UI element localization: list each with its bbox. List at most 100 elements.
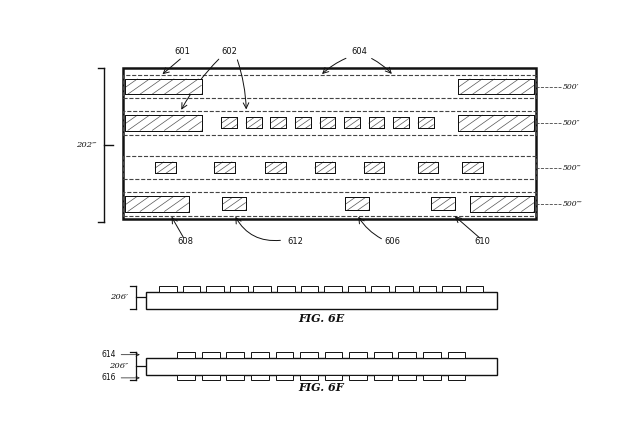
Bar (266, 162, 286, 173)
Bar (325, 375, 342, 380)
Bar (300, 375, 318, 380)
Bar (372, 285, 389, 292)
Bar (155, 162, 176, 173)
Bar (345, 197, 368, 211)
Bar (324, 285, 342, 292)
Bar (202, 353, 219, 358)
Bar (458, 115, 534, 130)
Text: FIG. 6F: FIG. 6F (298, 383, 344, 393)
Bar (431, 197, 455, 211)
Bar (126, 196, 190, 211)
Bar (270, 117, 286, 129)
Bar (124, 111, 536, 135)
Bar (146, 292, 497, 309)
Bar (126, 196, 190, 211)
Bar (155, 162, 176, 173)
Bar (226, 375, 244, 380)
Bar (126, 115, 202, 130)
Bar (214, 162, 235, 173)
Bar (418, 285, 436, 292)
Bar (277, 285, 295, 292)
Bar (364, 162, 384, 173)
Bar (202, 375, 219, 380)
Bar (320, 117, 335, 129)
Text: 606: 606 (385, 237, 401, 246)
Bar (124, 68, 536, 220)
Text: 202‴: 202‴ (76, 141, 96, 149)
Bar (398, 353, 416, 358)
Bar (442, 285, 460, 292)
Bar (295, 117, 311, 129)
Bar (423, 375, 441, 380)
Bar (206, 285, 224, 292)
Text: 206′: 206′ (110, 293, 128, 302)
Bar (221, 117, 237, 129)
Bar (344, 117, 360, 129)
Bar (395, 285, 413, 292)
Bar (159, 285, 177, 292)
Bar (214, 162, 235, 173)
Bar (266, 162, 286, 173)
Bar (251, 375, 269, 380)
Bar (470, 196, 534, 211)
Bar (276, 353, 294, 358)
Bar (398, 375, 416, 380)
Bar (320, 117, 335, 129)
Bar (230, 285, 247, 292)
Bar (221, 117, 237, 129)
Bar (374, 353, 392, 358)
Bar (183, 285, 200, 292)
Text: FIG. 6E: FIG. 6E (298, 313, 344, 324)
Bar (349, 375, 367, 380)
Bar (458, 79, 534, 95)
Bar (418, 117, 434, 129)
Bar (295, 117, 311, 129)
Bar (301, 285, 318, 292)
Bar (314, 162, 335, 173)
Bar (124, 75, 536, 99)
Bar (423, 353, 441, 358)
Text: 608: 608 (177, 237, 193, 246)
Text: 206″: 206″ (108, 362, 128, 370)
Bar (126, 79, 202, 95)
Text: 500⁗: 500⁗ (563, 200, 583, 208)
Bar (418, 162, 439, 173)
Bar (126, 79, 202, 95)
Text: 612: 612 (287, 237, 304, 246)
Bar (431, 197, 455, 211)
Bar (418, 162, 439, 173)
Text: 614: 614 (101, 350, 139, 359)
Bar (393, 117, 409, 129)
Bar (448, 353, 465, 358)
Text: 610: 610 (474, 237, 490, 246)
Text: 500″: 500″ (563, 119, 581, 127)
Bar (393, 117, 409, 129)
Bar (178, 375, 195, 380)
Bar (348, 285, 365, 292)
Bar (462, 162, 482, 173)
Bar (223, 197, 246, 211)
Bar (349, 353, 367, 358)
Bar (276, 375, 294, 380)
Bar (223, 197, 246, 211)
Bar (246, 117, 262, 129)
Bar (458, 79, 534, 95)
Bar (178, 353, 195, 358)
Bar (345, 197, 368, 211)
Bar (470, 196, 534, 211)
Bar (458, 115, 534, 130)
Bar (418, 117, 434, 129)
Bar (246, 117, 262, 129)
Text: 500′: 500′ (563, 82, 579, 90)
Bar (146, 358, 497, 375)
Bar (466, 285, 483, 292)
Bar (368, 117, 384, 129)
Bar (124, 192, 536, 216)
Bar (226, 353, 244, 358)
Bar (374, 375, 392, 380)
Bar (251, 353, 269, 358)
Text: 616: 616 (101, 373, 139, 383)
Bar (300, 353, 318, 358)
Bar (448, 375, 465, 380)
Bar (325, 353, 342, 358)
